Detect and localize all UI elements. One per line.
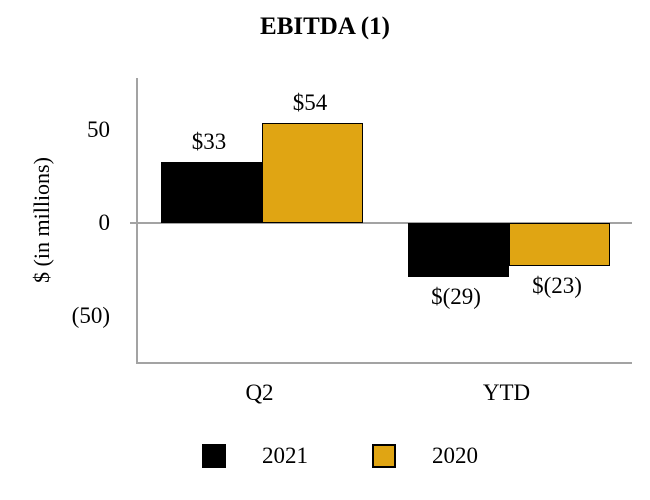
category-label-q2: Q2 bbox=[245, 380, 274, 405]
legend-swatch-2020 bbox=[372, 444, 396, 468]
legend: 2021 2020 bbox=[202, 443, 478, 469]
legend-item-2021: 2021 bbox=[202, 443, 308, 469]
bar-2021-ytd bbox=[407, 223, 509, 277]
zero-baseline bbox=[130, 222, 632, 224]
plot-area bbox=[130, 78, 632, 364]
bar-2020-ytd bbox=[508, 223, 610, 266]
legend-label-2021: 2021 bbox=[262, 443, 308, 468]
category-label-ytd: YTD bbox=[482, 380, 531, 405]
bar-2020-q2 bbox=[261, 122, 363, 223]
bar-2021-q2 bbox=[160, 161, 262, 223]
legend-swatch-2021 bbox=[202, 444, 226, 468]
legend-label-2020: 2020 bbox=[432, 443, 478, 468]
data-label-2020-ytd: $(23) bbox=[532, 272, 582, 298]
data-label-2021-ytd: $(29) bbox=[431, 283, 481, 309]
data-label-2021-q2: $33 bbox=[191, 128, 227, 154]
y-tick-label-2: (50) bbox=[71, 303, 110, 328]
y-tick-label-0: 50 bbox=[87, 117, 110, 142]
legend-item-2020: 2020 bbox=[372, 443, 478, 469]
y-tick-label-1: 0 bbox=[98, 210, 111, 235]
chart-title: EBITDA (1) bbox=[260, 13, 390, 40]
data-label-2020-q2: $54 bbox=[292, 89, 328, 115]
